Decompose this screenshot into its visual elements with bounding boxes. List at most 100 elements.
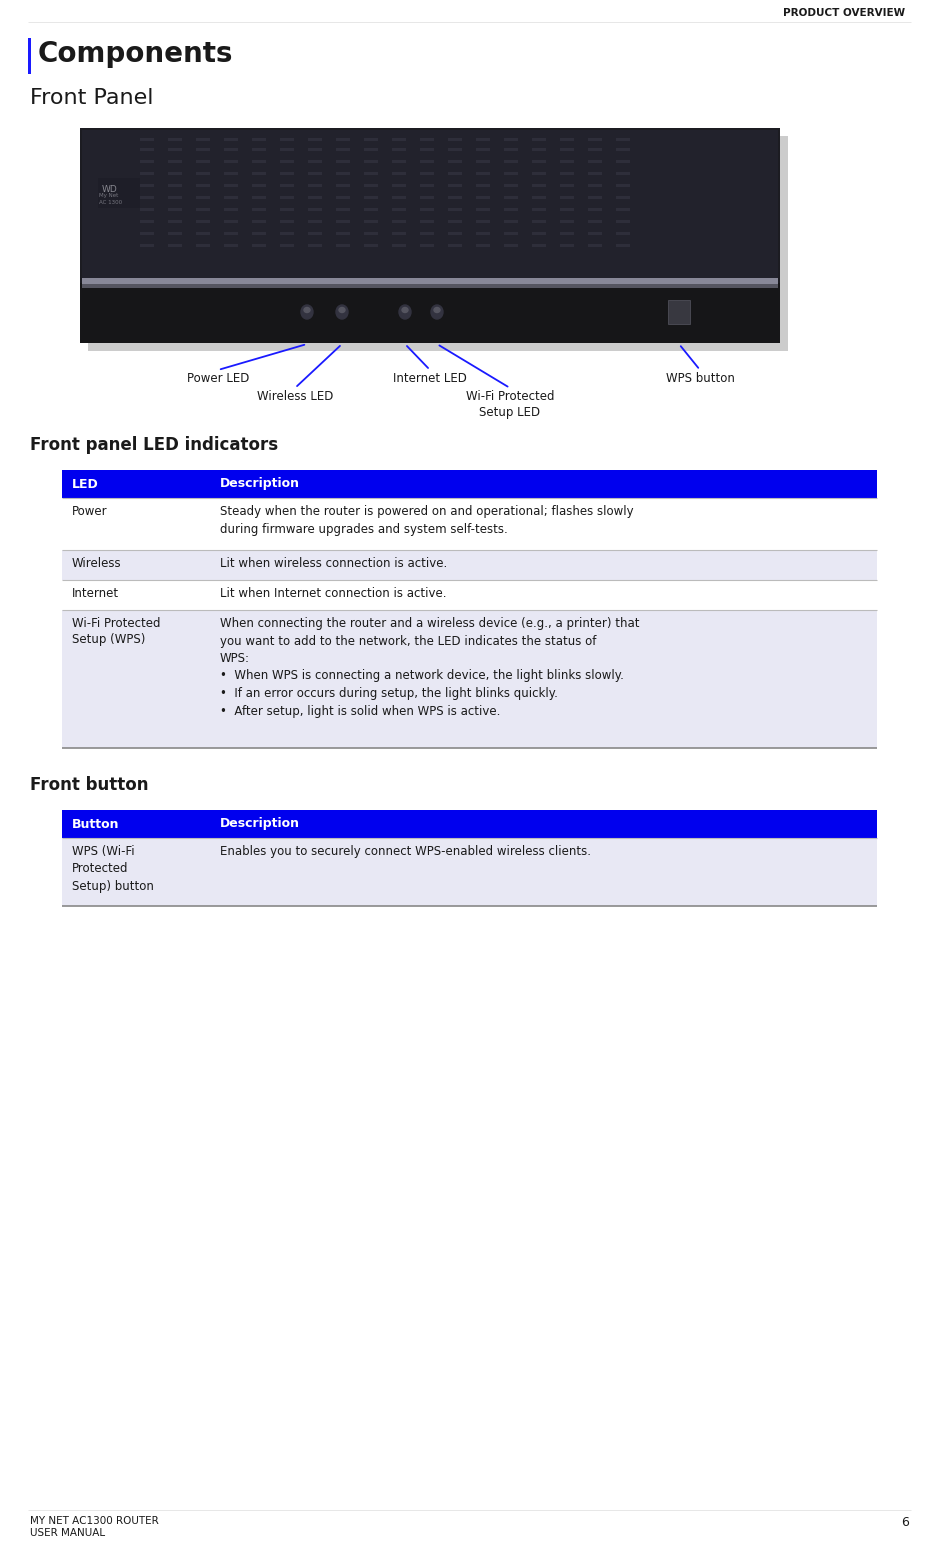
Bar — [80, 283, 780, 343]
Bar — [588, 219, 602, 222]
Bar — [280, 161, 294, 164]
Bar — [280, 184, 294, 187]
Bar — [62, 838, 877, 906]
Text: Components: Components — [38, 40, 234, 68]
Bar — [448, 208, 462, 212]
Bar — [616, 137, 630, 141]
Bar — [364, 196, 378, 199]
Bar — [280, 244, 294, 247]
Bar — [616, 184, 630, 187]
Bar — [62, 811, 877, 838]
Bar — [420, 184, 434, 187]
Bar — [140, 171, 154, 174]
Bar — [560, 184, 574, 187]
Bar — [560, 232, 574, 235]
Bar — [616, 148, 630, 151]
Bar — [82, 284, 778, 289]
Bar — [224, 171, 238, 174]
Bar — [364, 137, 378, 141]
Text: Description: Description — [220, 817, 300, 831]
Bar — [420, 148, 434, 151]
Bar — [588, 148, 602, 151]
Text: LED: LED — [72, 477, 99, 491]
Bar — [364, 232, 378, 235]
Bar — [504, 161, 518, 164]
Bar — [392, 184, 406, 187]
Bar — [476, 196, 490, 199]
Text: Internet: Internet — [72, 587, 119, 601]
Bar — [252, 161, 266, 164]
Bar — [308, 244, 322, 247]
Text: Front panel LED indicators: Front panel LED indicators — [30, 435, 278, 454]
Bar — [336, 196, 350, 199]
Bar — [252, 232, 266, 235]
Text: Wireless LED: Wireless LED — [256, 391, 333, 403]
Bar — [364, 244, 378, 247]
Bar — [560, 161, 574, 164]
Bar — [476, 208, 490, 212]
Text: Enables you to securely connect WPS-enabled wireless clients.: Enables you to securely connect WPS-enab… — [220, 845, 591, 858]
Bar — [224, 184, 238, 187]
Bar — [532, 161, 546, 164]
Text: Internet LED: Internet LED — [393, 372, 467, 384]
Bar — [476, 232, 490, 235]
Text: 6: 6 — [901, 1516, 909, 1529]
Bar — [392, 161, 406, 164]
Text: WPS button: WPS button — [666, 372, 734, 384]
Text: When connecting the router and a wireless device (e.g., a printer) that
you want: When connecting the router and a wireles… — [220, 618, 639, 718]
Bar — [252, 196, 266, 199]
Bar — [448, 184, 462, 187]
Bar — [336, 148, 350, 151]
Bar — [420, 232, 434, 235]
Bar — [420, 196, 434, 199]
Bar — [392, 244, 406, 247]
Bar — [82, 130, 778, 284]
Bar — [308, 137, 322, 141]
Bar — [532, 219, 546, 222]
Bar — [616, 244, 630, 247]
Bar — [62, 550, 877, 581]
Bar — [196, 161, 210, 164]
Bar — [168, 196, 182, 199]
Bar — [504, 208, 518, 212]
Bar — [62, 499, 877, 550]
Bar — [308, 148, 322, 151]
Bar — [392, 232, 406, 235]
Bar — [140, 196, 154, 199]
Text: Wireless: Wireless — [72, 557, 122, 570]
Bar — [252, 208, 266, 212]
Bar — [336, 137, 350, 141]
Bar — [308, 208, 322, 212]
Bar — [196, 232, 210, 235]
Bar — [280, 171, 294, 174]
Bar — [224, 196, 238, 199]
Bar — [588, 244, 602, 247]
Bar — [336, 244, 350, 247]
Bar — [28, 39, 31, 74]
Text: My Net: My Net — [99, 193, 118, 198]
Bar — [62, 610, 877, 747]
Bar — [62, 581, 877, 610]
Bar — [448, 196, 462, 199]
Bar — [196, 219, 210, 222]
Bar — [420, 244, 434, 247]
Bar — [560, 137, 574, 141]
Bar — [560, 219, 574, 222]
Bar — [140, 208, 154, 212]
Bar — [80, 128, 780, 343]
Bar — [420, 171, 434, 174]
Bar — [168, 184, 182, 187]
Text: Power: Power — [72, 505, 108, 517]
Bar — [448, 148, 462, 151]
Bar — [588, 232, 602, 235]
Text: Wi-Fi Protected
Setup (WPS): Wi-Fi Protected Setup (WPS) — [72, 618, 161, 645]
Bar — [140, 148, 154, 151]
Bar — [392, 219, 406, 222]
Bar — [364, 148, 378, 151]
Text: Steady when the router is powered on and operational; flashes slowly
during firm: Steady when the router is powered on and… — [220, 505, 634, 536]
Bar — [98, 178, 140, 208]
Bar — [224, 208, 238, 212]
Bar — [616, 171, 630, 174]
Text: Lit when Internet connection is active.: Lit when Internet connection is active. — [220, 587, 447, 601]
Bar — [588, 184, 602, 187]
